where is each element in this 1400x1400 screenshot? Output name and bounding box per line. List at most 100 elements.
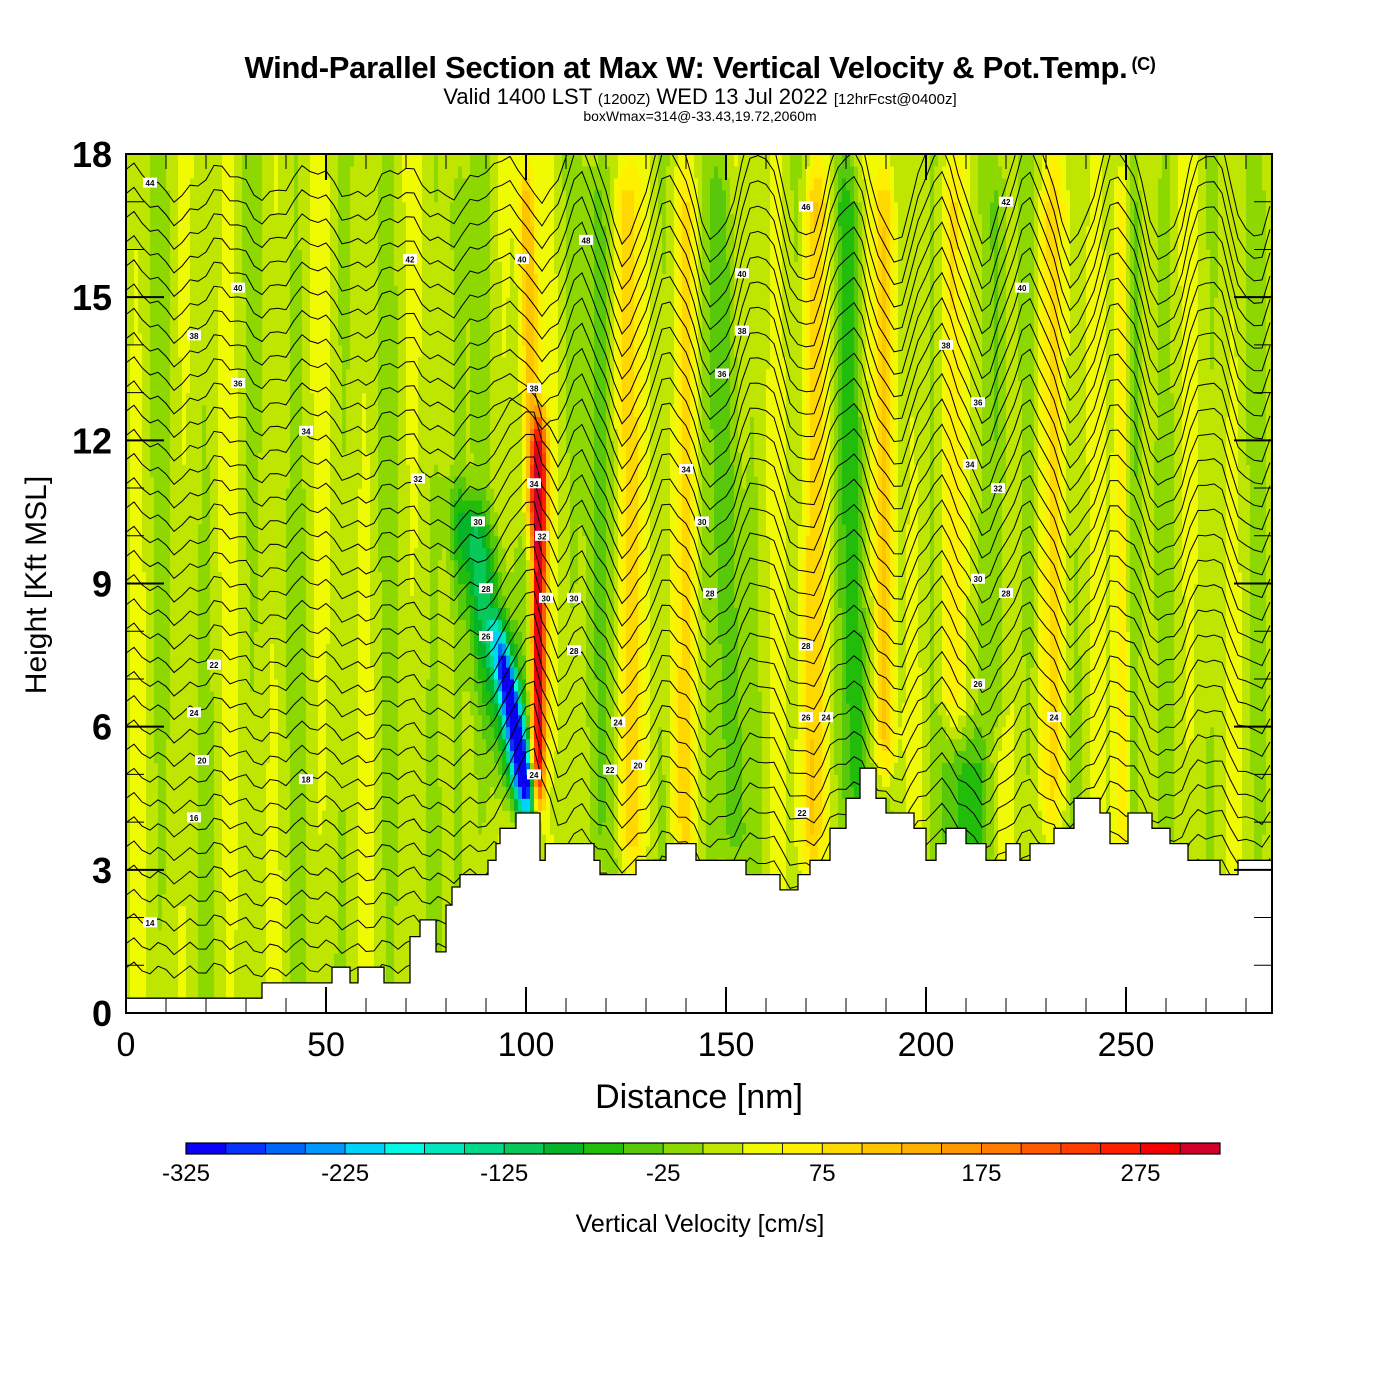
contour-label: 16 — [190, 814, 199, 823]
chart-subtitle: Valid 1400 LST (1200Z) WED 13 Jul 2022 [… — [0, 84, 1400, 110]
theta-contour-line — [126, 568, 1271, 672]
w-cell — [314, 678, 319, 1013]
w-cell — [534, 738, 539, 764]
w-cell — [670, 404, 675, 835]
w-cell — [454, 595, 459, 895]
w-cell — [458, 583, 463, 620]
w-cell — [530, 416, 535, 429]
w-cell — [806, 846, 811, 871]
w-cell — [1034, 154, 1039, 1013]
w-cell — [534, 690, 539, 740]
w-cell — [962, 750, 967, 763]
w-cell — [842, 177, 847, 525]
contour-label-box — [527, 769, 541, 780]
contour-label: 24 — [614, 718, 623, 727]
w-cell — [702, 619, 707, 1013]
w-cell — [494, 535, 499, 573]
contour-label-box — [479, 583, 493, 594]
w-cell — [578, 523, 583, 1013]
w-cell — [466, 488, 471, 501]
w-cell — [254, 154, 259, 632]
w-cell — [470, 500, 475, 513]
w-cell — [710, 177, 715, 429]
w-cell — [498, 750, 503, 775]
w-cell — [802, 201, 807, 561]
w-cell — [218, 154, 223, 286]
theta-contour-line — [126, 433, 1271, 537]
w-cell — [918, 154, 923, 668]
w-cell — [978, 726, 983, 764]
w-cell — [334, 154, 339, 954]
w-cell — [310, 392, 315, 1013]
w-cell — [1118, 165, 1123, 191]
w-cell — [802, 857, 807, 883]
w-cell — [366, 154, 371, 453]
w-cell — [758, 690, 763, 1013]
w-cell — [718, 154, 723, 179]
w-cell — [990, 750, 995, 763]
w-cell — [954, 702, 959, 728]
w-cell — [518, 702, 523, 716]
w-cell — [750, 154, 755, 418]
w-cell — [942, 762, 947, 847]
w-cell — [206, 464, 211, 1013]
w-cell — [514, 786, 519, 799]
contour-label-box — [143, 917, 157, 928]
w-cell — [874, 619, 879, 764]
w-cell — [494, 154, 499, 513]
w-cell — [886, 774, 891, 787]
w-cell — [550, 452, 555, 537]
w-cell — [1022, 655, 1027, 1013]
contour-label-box — [611, 716, 625, 727]
w-cell — [518, 690, 523, 704]
w-cell — [730, 213, 735, 465]
y-tick-label: 0 — [92, 993, 112, 1034]
x-tick-label: 150 — [698, 1026, 755, 1064]
contour-label-box — [963, 459, 977, 470]
w-cell — [846, 702, 851, 823]
w-cell — [154, 762, 159, 1013]
w-cell — [1054, 189, 1059, 787]
w-cell — [474, 488, 479, 501]
w-cell — [622, 440, 627, 847]
theta-contour-line — [126, 456, 1271, 560]
colorbar-swatch — [543, 1142, 585, 1155]
colorbar-swatch — [782, 1142, 823, 1155]
contour-label: 38 — [738, 327, 747, 336]
contour-label: 38 — [942, 341, 951, 350]
w-cell — [538, 392, 543, 406]
w-cell — [1230, 309, 1235, 1013]
w-cell — [682, 154, 687, 167]
w-cell — [506, 750, 511, 763]
w-cell — [430, 154, 435, 477]
w-cell — [974, 762, 979, 847]
w-cell — [298, 154, 303, 250]
w-cell — [394, 285, 399, 907]
chart-title: Wind-Parallel Section at Max W: Vertical… — [0, 50, 1400, 86]
w-cell — [254, 631, 259, 1013]
w-cell — [966, 595, 971, 716]
w-cell — [526, 523, 531, 537]
contour-label-box — [603, 764, 617, 775]
w-cell — [518, 726, 523, 787]
w-cell — [774, 154, 779, 1013]
contour-label-box — [535, 530, 549, 541]
contour-labels: 44 42 40 38 36 34 32 30 28 26 22 24 20 18 16 14 40 38 34 32… — [143, 177, 1061, 928]
w-cell — [966, 738, 971, 764]
theta-contour-line — [126, 170, 1271, 290]
w-cell — [518, 177, 523, 274]
w-cell — [338, 154, 343, 346]
w-cell — [142, 154, 147, 573]
w-cell — [814, 154, 819, 179]
w-cell — [850, 154, 855, 167]
contour-label-box — [411, 473, 425, 484]
w-cell — [1046, 261, 1051, 823]
w-cell — [506, 798, 511, 811]
colorbar-tick-label: 275 — [1120, 1160, 1160, 1187]
w-cell — [1218, 154, 1223, 1013]
contour-label: 28 — [802, 642, 811, 651]
w-cell — [514, 762, 519, 775]
w-cell — [174, 154, 179, 1013]
w-cell — [650, 154, 655, 1013]
w-cell — [490, 523, 495, 549]
